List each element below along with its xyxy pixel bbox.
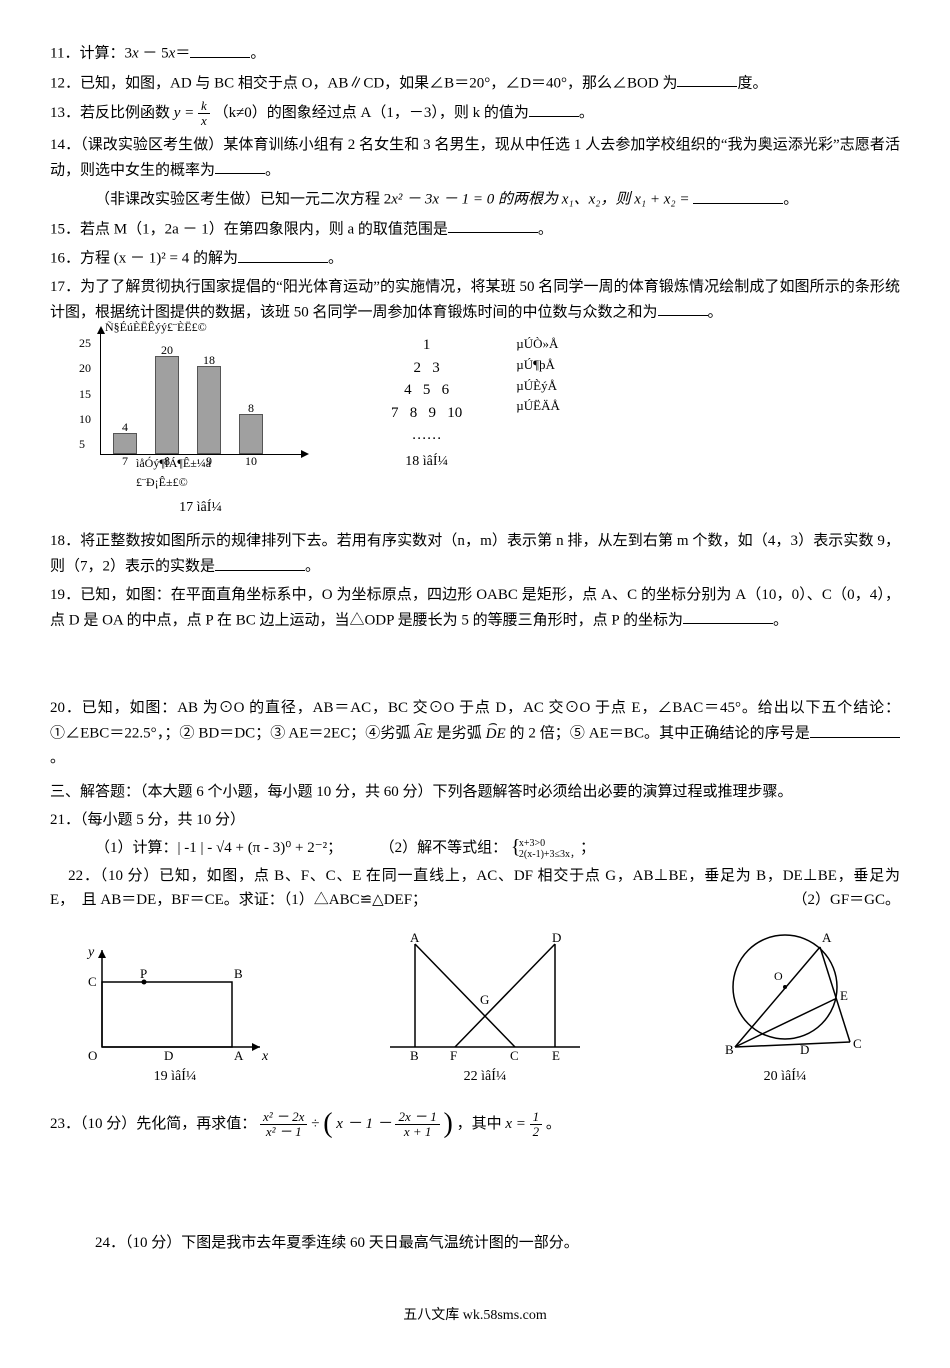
svg-text:C: C xyxy=(853,1036,862,1051)
svg-text:F: F xyxy=(450,1048,457,1062)
frac-2: 2x － 1 x + 1 xyxy=(395,1110,439,1140)
q12: 12．已知，如图，AD 与 BC 相交于点 O，AB∥CD，如果∠B＝20°，∠… xyxy=(50,70,900,96)
coord-rect-svg: x y C P B O D A xyxy=(80,942,270,1062)
bar-7: 47 xyxy=(113,433,137,454)
q20: 20．已知，如图：AB 为⊙O 的直径，AB＝AC，BC 交⊙O 于点 D，AC… xyxy=(50,696,900,770)
q18: 18．将正整数按如图所示的规律排列下去。若用有序实数对（n，m）表示第 n 排，… xyxy=(50,529,900,579)
caption-17: 17 ìâÍ¼ xyxy=(179,497,222,519)
q22: 22．（10 分）已知，如图，点 B、F、C、E 在同一直线上，AC、DF 相交… xyxy=(50,864,900,912)
svg-text:E: E xyxy=(552,1048,560,1062)
circle-svg: O A B C D E xyxy=(700,922,870,1062)
blank-18 xyxy=(215,553,305,571)
section-3: 三、解答题：（本大题 6 个小题，每小题 10 分，共 60 分）下列各题解答时… xyxy=(50,780,900,804)
triangle-side-labels: µÚÒ»Å µÚ¶þÅ µÚÈýÅ µÚËÄÅ xyxy=(476,334,560,472)
blank-12 xyxy=(677,70,737,88)
q21-head: 21．（每小题 5 分，共 10 分） xyxy=(50,808,900,832)
blank-15 xyxy=(448,216,538,234)
q13: 13．若反比例函数 y = kx （k≠0）的图象经过点 A（1，－3），则 k… xyxy=(50,99,900,129)
blank-20 xyxy=(810,720,900,738)
blank-19 xyxy=(683,607,773,625)
fig-19: x y C P B O D A 19 ìâÍ¼ xyxy=(80,942,270,1088)
q19: 19．已知，如图：在平面直角坐标系中，O 为坐标原点，四边形 OABC 是矩形，… xyxy=(50,583,900,633)
svg-text:D: D xyxy=(552,932,561,945)
blank-13 xyxy=(529,100,579,118)
q14a: 14．（课改实验区考生做）某体育训练小组有 2 名女生和 3 名男生，现从中任选… xyxy=(50,133,900,183)
svg-text:D: D xyxy=(164,1048,173,1062)
svg-text:G: G xyxy=(480,992,489,1007)
svg-text:A: A xyxy=(822,930,832,945)
bars: 47 208 189 810 xyxy=(113,334,263,454)
svg-text:O: O xyxy=(88,1048,97,1062)
svg-text:C: C xyxy=(88,974,97,989)
q23: 23．（10 分）先化简，再求值： x² － 2x x² － 1 ÷ ( x －… xyxy=(50,1102,900,1147)
q17-q18-diagrams: Ñ§ÉúÈËÊýý£¨ÈË£© 25 20 15 10 5 47 208 189… xyxy=(100,334,900,519)
svg-text:A: A xyxy=(410,932,420,945)
q17: 17．为了了解贯彻执行国家提倡的“阳光体育运动”的实施情况，将某班 50 名同学… xyxy=(50,275,900,325)
blank-14b xyxy=(693,186,783,204)
bar-8: 208 xyxy=(155,356,179,454)
blank-14a xyxy=(215,157,265,175)
svg-text:A: A xyxy=(234,1048,244,1062)
svg-text:B: B xyxy=(725,1042,734,1057)
fig-22: A D G B F C E 22 ìâÍ¼ xyxy=(380,932,590,1088)
svg-text:x: x xyxy=(261,1049,269,1062)
paren-group: x － 1 － 2x － 1 x + 1 xyxy=(336,1110,439,1140)
y-axis: 25 20 15 10 5 xyxy=(79,334,91,454)
q24: 24．（10 分）下图是我市去年夏季连续 60 天日最高气温统计图的一部分。 xyxy=(50,1231,900,1255)
geometry-figures: x y C P B O D A 19 ìâÍ¼ A D G B F C E xyxy=(50,922,900,1088)
svg-text:E: E xyxy=(840,988,848,1003)
blank-17 xyxy=(658,299,708,317)
q15: 15．若点 M（1，2a － 1）在第四象限内，则 a 的取值范围是。 xyxy=(50,216,900,242)
q16: 16．方程 (x － 1)² = 4 的解为。 xyxy=(50,245,900,271)
svg-text:P: P xyxy=(140,966,147,981)
frac-1: x² － 2x x² － 1 xyxy=(260,1110,307,1140)
svg-text:y: y xyxy=(86,945,95,960)
bar-chart-17: Ñ§ÉúÈËÊýý£¨ÈË£© 25 20 15 10 5 47 208 189… xyxy=(100,334,301,519)
blank-11 xyxy=(190,40,250,58)
svg-text:B: B xyxy=(410,1048,419,1062)
bar-9: 189 xyxy=(197,366,221,454)
triangles-svg: A D G B F C E xyxy=(380,932,590,1062)
q11: 11．计算：3x － 5x＝。 xyxy=(50,40,900,66)
number-triangle: 1 2 3 4 5 6 7 8 9 10 …… 18 ìâÍ¼ xyxy=(391,334,462,472)
svg-text:B: B xyxy=(234,966,243,981)
inequality-system: x+3>0 2(x-1)+3≤3x， xyxy=(511,838,580,860)
svg-text:D: D xyxy=(800,1042,809,1057)
triangle-18: 1 2 3 4 5 6 7 8 9 10 …… 18 ìâÍ¼ µÚÒ»Å µÚ… xyxy=(391,334,560,472)
fig-20: O A B C D E 20 ìâÍ¼ xyxy=(700,922,870,1088)
footer: 五八文库 wk.58sms.com xyxy=(50,1305,900,1327)
q21: （1）计算：| -1 | - √4 + (π - 3)⁰ + 2⁻²； （2）解… xyxy=(50,836,900,860)
svg-text:O: O xyxy=(774,969,783,983)
x-title: ìåÓý¶ÍÁ¶Ê±¼ä £¨Ð¡Ê±£© xyxy=(136,454,211,492)
svg-text:C: C xyxy=(510,1048,519,1062)
blank-16 xyxy=(238,245,328,263)
frac-3: 1 2 xyxy=(530,1110,543,1140)
frac-k-x: kx xyxy=(198,99,210,129)
q14b: （非课改实验区考生做）已知一元二次方程 2x² － 3x － 1 = 0 的两根… xyxy=(50,186,900,212)
bar-10: 810 xyxy=(239,414,263,454)
